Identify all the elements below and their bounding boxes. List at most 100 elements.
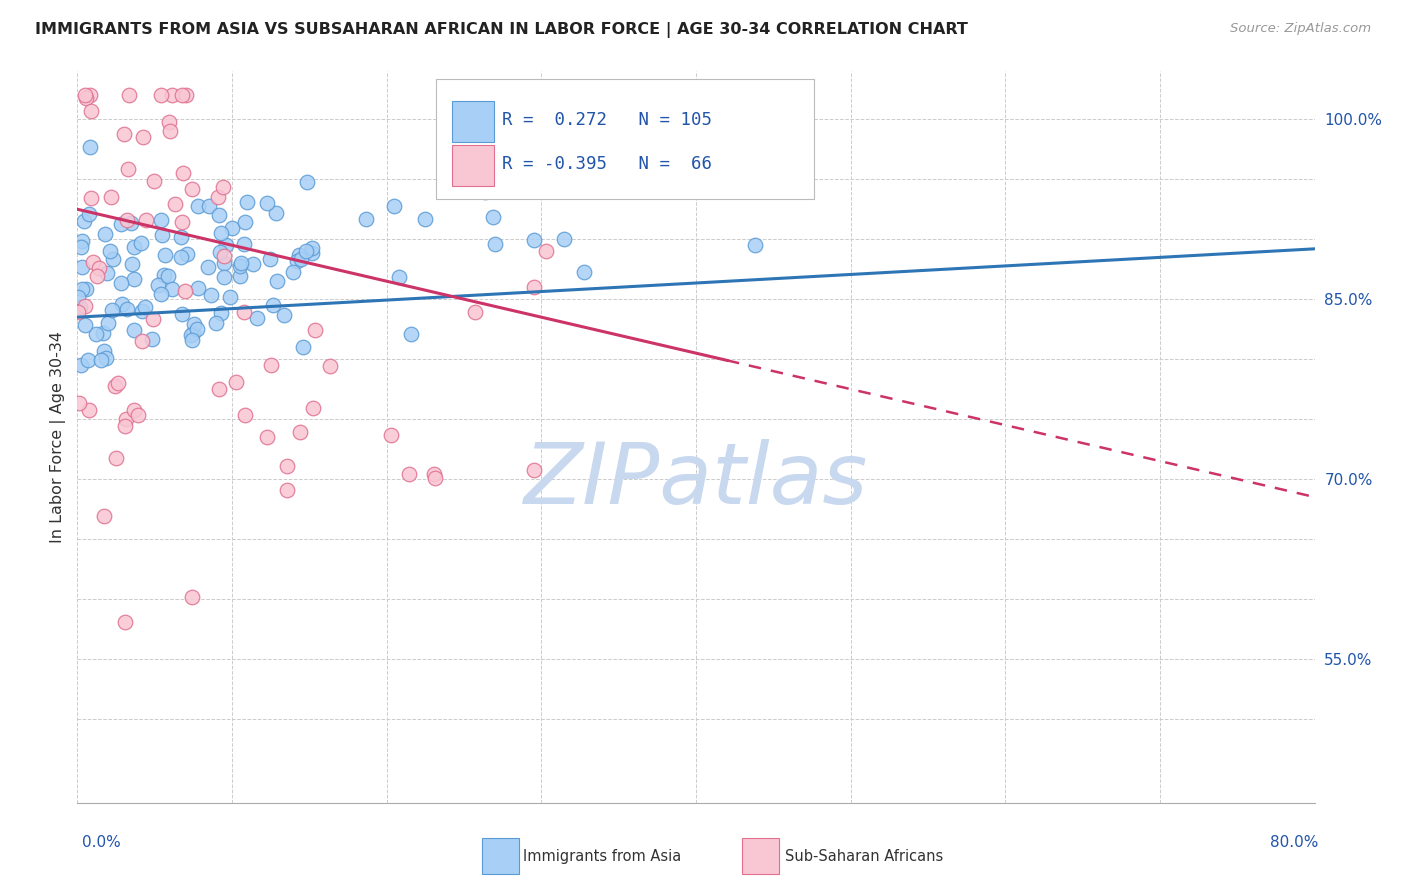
Point: [398, 467, 420, 481]
Point: [127, 408, 149, 422]
Text: Sub-Saharan Africans: Sub-Saharan Africans: [785, 849, 943, 863]
Point: [484, 237, 506, 252]
Point: [107, 376, 129, 390]
Point: [131, 334, 153, 348]
Point: [120, 216, 142, 230]
Text: ZIPatlas: ZIPatlas: [524, 440, 868, 523]
Point: [94, 227, 117, 242]
Point: [290, 252, 312, 266]
Point: [574, 265, 596, 279]
Text: R = -0.395   N =  66: R = -0.395 N = 66: [502, 155, 711, 173]
Point: [73, 88, 96, 103]
Point: [124, 402, 146, 417]
Point: [135, 213, 157, 227]
Point: [413, 211, 436, 226]
Point: [276, 459, 298, 474]
Point: [214, 248, 236, 262]
Point: [174, 284, 197, 298]
Point: [114, 615, 136, 629]
Point: [273, 308, 295, 322]
Point: [73, 214, 96, 228]
Point: [207, 190, 229, 204]
Point: [181, 326, 204, 340]
Point: [295, 175, 318, 189]
Point: [221, 221, 243, 235]
Point: [186, 322, 208, 336]
Point: [104, 379, 127, 393]
Point: [77, 353, 100, 368]
Point: [198, 199, 221, 213]
Text: Immigrants from Asia: Immigrants from Asia: [523, 849, 682, 863]
Point: [100, 190, 122, 204]
Point: [90, 353, 112, 368]
Point: [97, 316, 120, 330]
Point: [93, 344, 115, 359]
Point: [70, 234, 93, 248]
Point: [94, 351, 117, 365]
Point: [523, 463, 546, 477]
Point: [176, 247, 198, 261]
Point: [256, 196, 278, 211]
Point: [98, 244, 121, 259]
Point: [122, 272, 145, 286]
Point: [204, 317, 226, 331]
Point: [229, 268, 252, 283]
Point: [229, 259, 252, 273]
Point: [208, 208, 231, 222]
Y-axis label: In Labor Force | Age 30-34: In Labor Force | Age 30-34: [51, 331, 66, 543]
Point: [124, 240, 146, 254]
Point: [260, 358, 283, 372]
Point: [157, 114, 180, 128]
Point: [276, 483, 298, 497]
Point: [159, 123, 181, 137]
Point: [423, 467, 446, 482]
Point: [149, 88, 172, 103]
Point: [382, 199, 405, 213]
Point: [110, 277, 132, 291]
Point: [172, 166, 194, 180]
FancyBboxPatch shape: [436, 78, 814, 200]
Point: [72, 281, 94, 295]
Point: [170, 250, 193, 264]
Point: [236, 194, 259, 209]
Point: [474, 186, 496, 200]
Text: 80.0%: 80.0%: [1271, 836, 1319, 850]
Point: [77, 207, 100, 221]
Point: [73, 318, 96, 332]
Point: [114, 419, 136, 434]
Point: [80, 103, 103, 118]
Point: [388, 269, 411, 284]
Point: [93, 509, 115, 524]
Point: [266, 274, 288, 288]
Point: [281, 265, 304, 279]
Point: [256, 430, 278, 444]
Point: [181, 334, 204, 348]
Point: [259, 252, 281, 267]
Point: [131, 304, 153, 318]
Point: [225, 375, 247, 389]
Point: [212, 255, 235, 269]
Point: [149, 286, 172, 301]
Point: [96, 266, 118, 280]
Point: [523, 234, 546, 248]
Point: [209, 306, 232, 320]
Point: [143, 174, 166, 188]
Point: [212, 270, 235, 285]
Point: [75, 91, 97, 105]
Point: [262, 297, 284, 311]
Point: [208, 245, 231, 260]
Point: [160, 282, 183, 296]
Point: [79, 140, 101, 154]
Point: [304, 323, 326, 337]
Point: [181, 591, 204, 605]
Point: [111, 297, 134, 311]
Text: R =  0.272   N = 105: R = 0.272 N = 105: [502, 112, 711, 129]
Point: [156, 268, 179, 283]
Point: [176, 88, 198, 103]
Point: [523, 280, 546, 294]
Point: [170, 307, 193, 321]
Point: [291, 340, 314, 354]
Point: [141, 332, 163, 346]
FancyBboxPatch shape: [453, 102, 495, 143]
Point: [197, 260, 219, 274]
